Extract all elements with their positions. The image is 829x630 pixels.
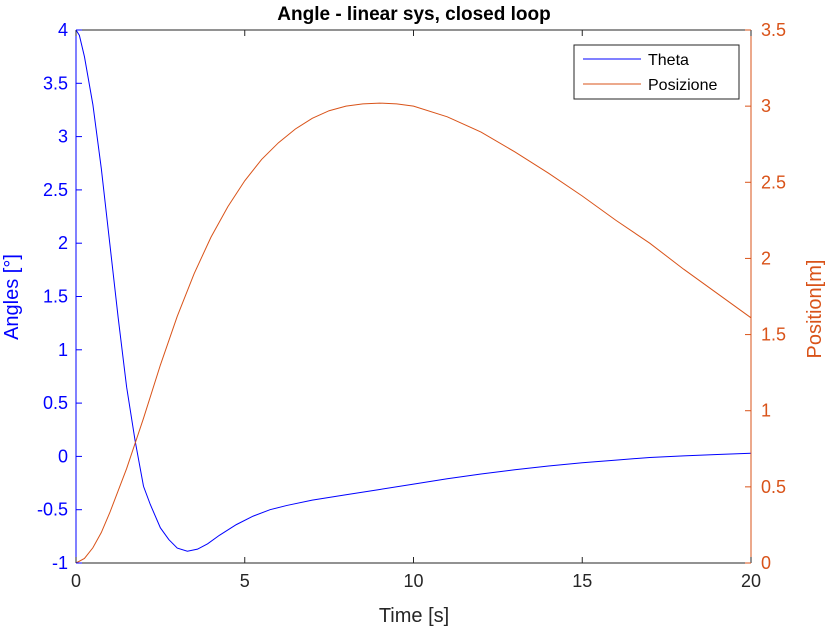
legend-label-posizione: Posizione (648, 77, 717, 94)
legend-box (573, 44, 740, 100)
y-left-tick-label: 2 (58, 233, 68, 253)
posizione-series (75, 102, 752, 564)
y-right-tick-label: 1 (761, 401, 771, 421)
x-axis-title: Time [s] (379, 605, 449, 627)
y-right-tick-label: 2 (761, 248, 771, 268)
y-left-tick-label: 1 (58, 340, 68, 360)
y-left-tick-label: 1.5 (43, 287, 68, 307)
x-tick-label: 15 (572, 571, 592, 591)
legend: Theta Posizione (573, 44, 740, 100)
theta-series (75, 29, 752, 552)
y-left-axis-title: Angles [°] (1, 254, 23, 340)
plot-area (76, 30, 751, 563)
y-left-tick-label: 2.5 (43, 180, 68, 200)
y-left-tick-label: 0 (58, 446, 68, 466)
y-right-tick-label: 1.5 (761, 325, 786, 345)
y-left-tick-label: 4 (58, 20, 68, 40)
y-right-tick-label: 0 (761, 553, 771, 573)
legend-label-theta: Theta (648, 52, 689, 69)
y-right-tick-label: 3.5 (761, 20, 786, 40)
y-right-tick-label: 3 (761, 96, 771, 116)
y-left-tick-label: 3 (58, 127, 68, 147)
y-left-ticks: -1 -0.5 0 0.5 1 1.5 2 2.5 3 3.5 4 (37, 20, 82, 573)
y-left-tick-label: 3.5 (43, 73, 68, 93)
y-left-tick-label: 0.5 (43, 393, 68, 413)
chart-title: Angle - linear sys, closed loop (277, 4, 550, 25)
x-ticks: 0 5 10 15 20 (71, 30, 761, 591)
x-tick-label: 5 (240, 571, 250, 591)
posizione-line (75, 102, 752, 564)
y-right-axis-title: Position[m] (804, 260, 826, 359)
y-right-tick-label: 0.5 (761, 477, 786, 497)
y-left-tick-label: -1 (52, 553, 68, 573)
x-tick-label: 0 (71, 571, 81, 591)
theta-line (75, 29, 752, 552)
y-left-tick-label: -0.5 (37, 500, 68, 520)
x-tick-label: 20 (741, 571, 761, 591)
y-right-tick-label: 2.5 (761, 172, 786, 192)
x-tick-label: 10 (403, 571, 423, 591)
y-right-ticks: 0 0.5 1 1.5 2 2.5 3 3.5 (745, 20, 786, 573)
